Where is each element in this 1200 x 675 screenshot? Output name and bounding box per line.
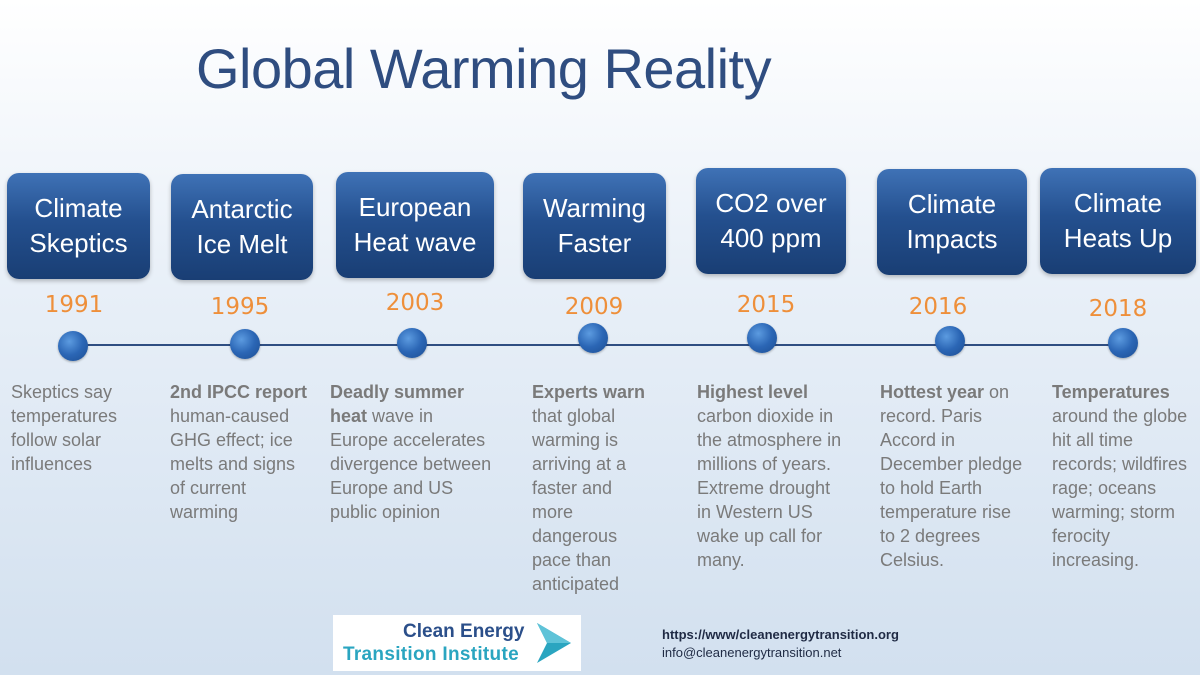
description-text: that global warming is arriving at a fas…	[532, 406, 627, 594]
card-line: European	[358, 191, 472, 222]
email-link[interactable]: info@cleanenergytransition.net	[662, 645, 842, 660]
logo-line-1: Clean Energy	[403, 621, 525, 642]
timeline-dot	[230, 329, 260, 359]
year-label: 2016	[908, 294, 968, 320]
year-label: 2009	[564, 294, 624, 320]
year-label: 1995	[210, 294, 270, 320]
card-line: Warming	[542, 192, 647, 223]
timeline-dot	[1108, 328, 1138, 358]
event-card-1995: Antarctic Ice Melt	[171, 174, 313, 280]
description-text: around the globe hit all time records; w…	[1052, 406, 1188, 570]
card-line: Climate	[907, 188, 997, 219]
event-card-1991: Climate Skeptics	[7, 173, 150, 279]
institute-logo: Clean Energy Transition Institute	[333, 615, 581, 671]
event-description: 2nd IPCC report human-caused GHG effect;…	[170, 380, 310, 524]
timeline-dot	[935, 326, 965, 356]
card-line: Heat wave	[353, 227, 477, 257]
card-line: CO2 over	[715, 187, 827, 218]
description-text: Skeptics say temperatures follow solar i…	[11, 382, 118, 474]
year-label: 2003	[385, 290, 445, 316]
event-card-2009: Warming Faster	[523, 173, 666, 279]
arrow-icon	[537, 623, 571, 663]
card-line: Heats Up	[1063, 223, 1173, 253]
card-line: Skeptics	[29, 228, 128, 258]
description-highlight: Experts warn	[532, 382, 646, 402]
event-description: Experts warn that global warming is arri…	[532, 380, 650, 596]
card-line: Climate	[34, 192, 123, 223]
card-line: Ice Melt	[196, 229, 288, 259]
year-label: 1991	[44, 292, 104, 318]
timeline-dot	[578, 323, 608, 353]
event-card-2016: Climate Impacts	[877, 169, 1027, 275]
description-text: on record. Paris Accord in December pled…	[880, 382, 1023, 570]
event-description: Skeptics say temperatures follow solar i…	[11, 380, 131, 476]
year-label: 2015	[736, 292, 796, 318]
contact-info: https://www/cleanenergytransition.org in…	[662, 626, 899, 662]
logo-line-2: Transition Institute	[343, 644, 519, 665]
timeline-dot	[397, 328, 427, 358]
event-card-2018: Climate Heats Up	[1040, 168, 1196, 274]
description-highlight: Temperatures	[1052, 382, 1170, 402]
description-highlight: Deadly summer heat	[330, 382, 465, 426]
timeline-dot	[747, 323, 777, 353]
card-line: 400 ppm	[720, 223, 822, 253]
description-highlight: Highest level	[697, 382, 809, 402]
card-line: Impacts	[906, 224, 998, 254]
card-line: Antarctic	[191, 193, 293, 224]
timeline-dot	[58, 331, 88, 361]
card-line: Climate	[1073, 187, 1163, 218]
event-description: Hottest year on record. Paris Accord in …	[880, 380, 1030, 572]
website-link[interactable]: https://www/cleanenergytransition.org	[662, 627, 899, 642]
description-highlight: Hottest year	[880, 382, 985, 402]
event-description: Temperatures around the globe hit all ti…	[1052, 380, 1192, 572]
description-highlight: 2nd IPCC report	[170, 382, 308, 402]
description-text: human-caused GHG effect; ice melts and s…	[170, 406, 296, 522]
event-description: Highest level carbon dioxide in the atmo…	[697, 380, 847, 572]
description-text: carbon dioxide in the atmosphere in mill…	[697, 406, 842, 570]
year-label: 2018	[1088, 296, 1148, 322]
description-text: wave in Europe accelerates divergence be…	[330, 406, 492, 522]
event-description: Deadly summer heat wave in Europe accele…	[330, 380, 492, 524]
card-line: Faster	[557, 228, 632, 258]
event-card-2015: CO2 over 400 ppm	[696, 168, 846, 274]
event-card-2003: European Heat wave	[336, 172, 494, 278]
slide-title: Global Warming Reality	[196, 37, 772, 100]
